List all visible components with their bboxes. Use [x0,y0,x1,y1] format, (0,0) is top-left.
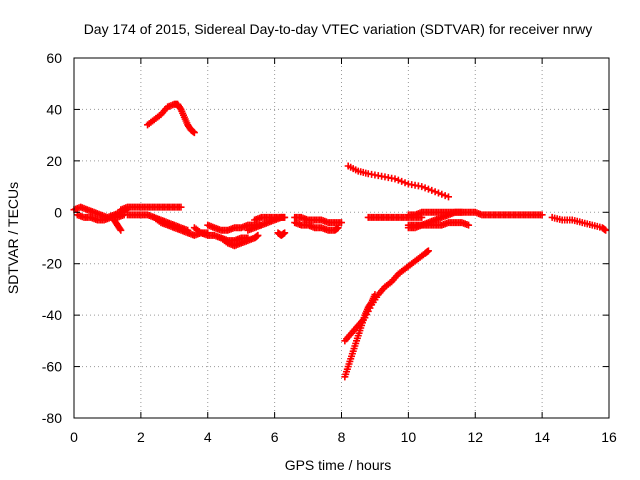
y-tick-label: -40 [42,307,62,323]
series-arc-18 [341,247,432,345]
series-arc-12 [251,213,285,224]
scatter-point [177,203,185,211]
series-arc-4 [117,203,185,214]
series-arc-15 [291,219,342,234]
x-tick-label: 2 [137,429,145,445]
series-arc-10 [217,231,262,250]
y-tick-label: 40 [46,101,62,117]
y-axis-label: SDTVAR / TECUs [5,182,21,294]
x-tick-label: 0 [70,429,78,445]
tick-labels: 0 2 4 6 8 10 12 14 16 -80 -60 -40 -20 0 20 40 60 [42,50,617,445]
scatter-point [277,213,285,221]
scatter-point [281,229,289,237]
scatter-point [334,224,342,232]
scatter-point [431,188,439,196]
series-arc-13 [274,229,289,239]
scatter-point [465,221,473,229]
scatter-point [434,189,442,197]
y-tick-label: 20 [46,153,62,169]
scatter-point [391,175,399,183]
scatter-point [116,225,124,233]
scatter-point [398,177,406,185]
x-tick-label: 12 [467,429,483,445]
scatter-point [421,184,429,192]
y-tick-label: -60 [42,359,62,375]
scatter-point [441,192,449,200]
scatter-point [190,129,198,137]
scatter-point [401,179,409,187]
series-arc-22 [404,208,466,232]
x-tick-label: 10 [401,429,417,445]
series-arc-16 [344,162,452,201]
series-arc-23 [548,213,610,234]
chart-title: Day 174 of 2015, Sidereal Day-to-day VTE… [84,21,593,37]
scatter-point [254,231,262,239]
scatter-point [445,193,452,201]
scatter-point [458,208,466,216]
x-tick-label: 16 [601,429,617,445]
scatter-point [428,186,436,194]
x-tick-label: 6 [271,429,279,445]
x-tick-label: 14 [534,429,550,445]
scatter-point [424,185,432,193]
scatter-points [70,100,610,381]
scatter-point [538,211,546,219]
scatter-point [394,176,402,184]
axis-ticks [73,57,610,419]
grid-lines [74,58,609,418]
series-arc-14 [291,213,345,227]
y-tick-label: 60 [46,50,62,66]
series-arc-7 [144,100,198,137]
scatter-point [438,190,446,198]
series-arc-3 [110,216,125,234]
y-tick-label: -80 [42,410,62,426]
x-tick-label: 8 [338,429,346,445]
y-tick-label: 0 [54,204,62,220]
scatter-point [338,219,345,227]
x-tick-label: 4 [204,429,212,445]
scatter-point [424,247,432,255]
scatter-point [418,183,426,191]
x-axis-label: GPS time / hours [285,457,392,473]
scatter-point [117,226,125,234]
scatter-point [602,226,610,234]
y-tick-label: -20 [42,256,62,272]
